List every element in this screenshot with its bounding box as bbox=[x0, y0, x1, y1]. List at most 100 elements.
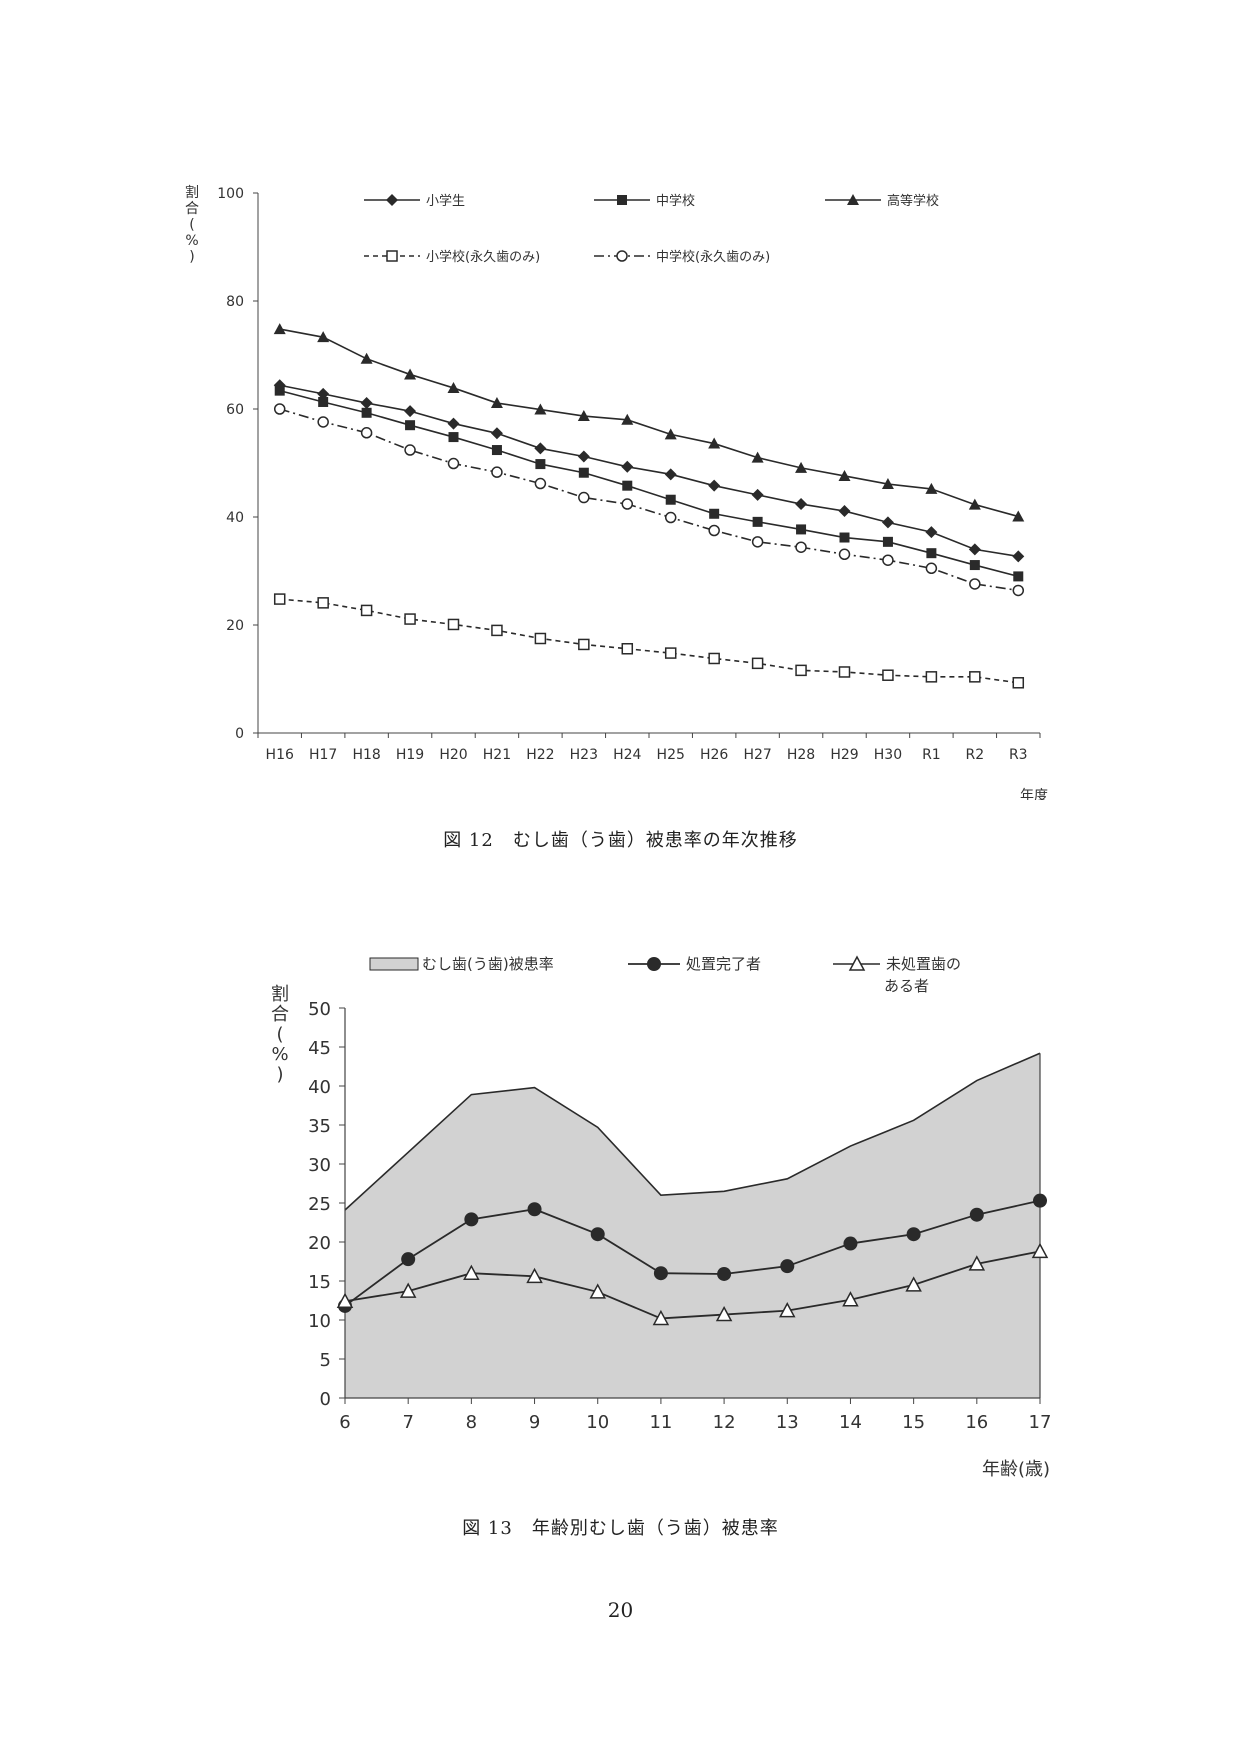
data-point bbox=[463, 1264, 480, 1280]
data-point bbox=[751, 536, 764, 548]
data-point bbox=[317, 597, 329, 609]
data-point bbox=[838, 505, 851, 518]
data-point bbox=[717, 1266, 732, 1281]
data-point bbox=[664, 647, 677, 659]
data-point bbox=[925, 526, 938, 539]
y-tick-label: 80 bbox=[226, 294, 244, 310]
data-point bbox=[708, 437, 721, 449]
y-axis-label: ) bbox=[189, 249, 194, 265]
data-point bbox=[751, 488, 764, 501]
x-tick-label: H19 bbox=[396, 747, 424, 763]
series-2 bbox=[338, 1193, 1047, 1313]
series-line bbox=[279, 328, 1019, 518]
x-tick-label: H27 bbox=[743, 747, 771, 763]
data-point bbox=[404, 444, 416, 456]
data-point bbox=[534, 632, 547, 645]
page-number: 20 bbox=[607, 1598, 634, 1622]
legend-label: 小学生 bbox=[426, 193, 465, 209]
data-point bbox=[926, 548, 937, 559]
x-tick-label: H25 bbox=[657, 747, 685, 763]
data-point bbox=[491, 624, 503, 637]
series-line bbox=[279, 384, 1019, 558]
data-point bbox=[621, 460, 634, 473]
x-tick-label: H22 bbox=[526, 747, 554, 763]
data-point bbox=[535, 459, 546, 470]
series-line bbox=[279, 408, 1019, 592]
data-point bbox=[360, 397, 373, 410]
data-point bbox=[1033, 1193, 1047, 1208]
y-axis-label: ( bbox=[189, 217, 194, 233]
data-point bbox=[590, 1227, 605, 1242]
data-point bbox=[838, 666, 851, 678]
data-point bbox=[882, 536, 893, 547]
data-point bbox=[882, 554, 894, 566]
series-line bbox=[344, 1199, 1041, 1307]
data-point bbox=[621, 498, 634, 510]
legend-label: 高等学校 bbox=[887, 193, 939, 209]
series-4 bbox=[273, 593, 1025, 689]
data-point bbox=[752, 516, 763, 527]
data-point bbox=[490, 397, 503, 409]
data-point bbox=[925, 562, 938, 575]
data-point bbox=[317, 387, 330, 400]
y-tick-label: 45 bbox=[308, 1038, 331, 1059]
series-2 bbox=[274, 385, 1024, 582]
data-point bbox=[1031, 1242, 1049, 1259]
data-point bbox=[534, 442, 547, 455]
x-tick-label: H23 bbox=[570, 747, 598, 763]
data-point bbox=[795, 664, 807, 677]
legend-label: 未処置歯の bbox=[886, 955, 961, 973]
data-point bbox=[318, 396, 329, 407]
data-point bbox=[969, 578, 981, 590]
x-tick-label: 13 bbox=[776, 1412, 799, 1433]
data-point bbox=[779, 1302, 796, 1318]
legend-marker bbox=[617, 195, 627, 205]
y-tick-label: 5 bbox=[320, 1350, 331, 1371]
data-point bbox=[577, 450, 590, 463]
data-point bbox=[969, 560, 980, 571]
data-point bbox=[577, 410, 590, 422]
y-tick-label: 35 bbox=[308, 1116, 331, 1137]
data-point bbox=[751, 657, 764, 670]
data-point bbox=[404, 613, 416, 625]
y-tick-label: 15 bbox=[308, 1272, 331, 1293]
data-point bbox=[906, 1227, 921, 1242]
data-point bbox=[447, 618, 460, 631]
data-point bbox=[448, 432, 459, 443]
x-tick-label: R2 bbox=[966, 747, 985, 763]
data-point bbox=[664, 468, 677, 481]
data-point bbox=[336, 1292, 354, 1309]
legend-marker bbox=[847, 194, 859, 205]
data-point bbox=[968, 543, 981, 556]
chart-caries-by-age: 0 5 10 15 20 25 30 35 40 45 50 6 7 8 9 10 11 12 13 14 15 16 17… bbox=[271, 955, 1051, 1480]
y-tick-label: 30 bbox=[308, 1155, 331, 1176]
data-point bbox=[968, 1255, 986, 1271]
data-point bbox=[273, 403, 286, 415]
y-tick-label: 40 bbox=[226, 510, 244, 526]
y-tick-label: 10 bbox=[308, 1311, 331, 1332]
legend-item: 高等学校 bbox=[825, 193, 939, 209]
data-point bbox=[715, 1305, 733, 1322]
x-tick-label: H26 bbox=[700, 747, 728, 763]
y-axis-label: % bbox=[271, 1044, 288, 1065]
legend-swatch bbox=[369, 957, 419, 971]
data-point bbox=[274, 385, 285, 396]
data-point bbox=[1012, 584, 1025, 597]
legend-label: 中学校 bbox=[656, 193, 695, 209]
data-point bbox=[1012, 677, 1025, 689]
data-point bbox=[526, 1267, 543, 1284]
x-tick-label: 16 bbox=[965, 1412, 988, 1433]
series-line bbox=[344, 1250, 1041, 1320]
data-point bbox=[621, 413, 634, 425]
x-tick-label: 7 bbox=[402, 1412, 413, 1433]
data-point bbox=[578, 638, 590, 651]
data-point bbox=[1012, 510, 1025, 522]
data-point bbox=[361, 407, 372, 418]
y-axis-label: 割 bbox=[185, 184, 199, 201]
data-point bbox=[653, 1266, 668, 1281]
data-point bbox=[405, 420, 416, 431]
data-point bbox=[447, 381, 460, 393]
legend-item: 処置完了者 bbox=[628, 955, 761, 973]
data-point bbox=[881, 478, 894, 490]
